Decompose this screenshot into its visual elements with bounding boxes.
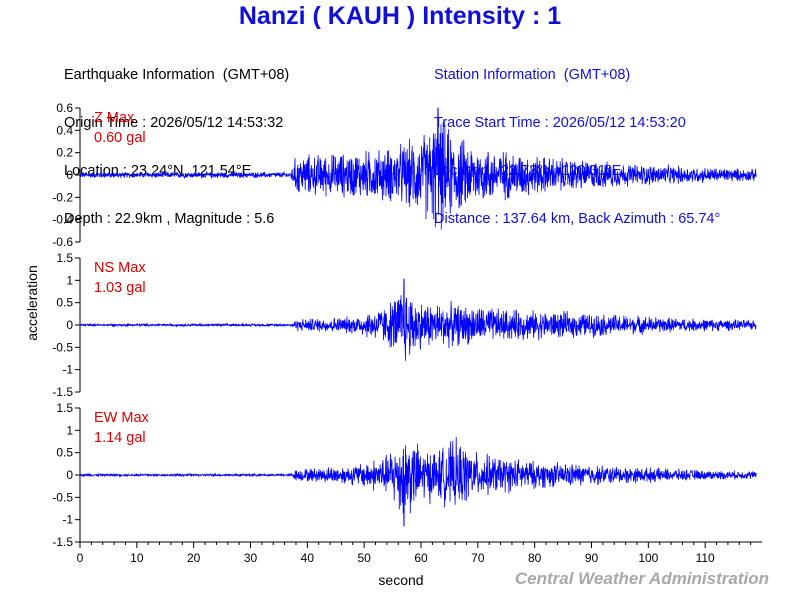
max-label-ns: NS Max: [94, 260, 146, 276]
max-label-ew: EW Max: [94, 410, 150, 426]
x-axis-label: second: [378, 572, 423, 588]
y-tick-label-z: 0: [66, 168, 73, 182]
y-tick-label-ns: -1.5: [52, 385, 73, 399]
x-tick-label: 20: [187, 551, 201, 565]
x-tick-label: 0: [77, 551, 84, 565]
x-tick-label: 100: [638, 551, 658, 565]
max-value-z: 0.60 gal: [94, 130, 146, 146]
x-tick-label: 60: [414, 551, 428, 565]
y-tick-label-ns: 1.5: [56, 251, 73, 265]
y-tick-label-ew: 0.5: [56, 446, 73, 460]
x-tick-label: 30: [244, 551, 258, 565]
earthquake-info-heading: Earthquake Information (GMT+08): [64, 67, 290, 83]
x-tick-label: 10: [130, 551, 144, 565]
x-tick-label: 110: [696, 551, 715, 565]
y-tick-label-ns: -1: [62, 363, 73, 377]
y-tick-label-ew: 1: [66, 423, 73, 437]
y-tick-label-ns: 0: [66, 318, 73, 332]
y-tick-label-z: -0.4: [52, 213, 73, 227]
trace-line-ns: [79, 278, 757, 361]
y-axis-label: acceleration: [24, 265, 40, 341]
y-tick-label-z: 0.6: [56, 101, 73, 115]
distance-azimuth: Distance : 137.64 km, Back Azimuth : 65.…: [434, 211, 721, 227]
trace-start-time: Trace Start Time : 2026/05/12 14:53:20: [434, 115, 686, 131]
x-tick-label: 40: [301, 551, 315, 565]
y-tick-label-ns: 0.5: [56, 296, 73, 310]
trace-line-ew: [79, 436, 757, 527]
y-tick-label-ns: 1: [66, 273, 73, 287]
x-tick-label: 50: [357, 551, 371, 565]
y-tick-label-ns: -0.5: [52, 340, 73, 354]
station-info-heading: Station Information (GMT+08): [434, 67, 631, 83]
y-tick-label-z: -0.2: [52, 190, 73, 204]
y-tick-label-z: -0.6: [52, 235, 73, 249]
x-tick-label: 80: [528, 551, 542, 565]
max-value-ew: 1.14 gal: [94, 430, 146, 446]
depth-magnitude: Depth : 22.9km , Magnitude : 5.6: [64, 211, 275, 227]
y-tick-label-ew: -1.5: [52, 535, 73, 549]
y-tick-label-z: 0.4: [56, 123, 73, 137]
max-label-z: Z Max: [94, 110, 135, 126]
origin-time: Origin Time : 2026/05/12 14:53:32: [64, 115, 284, 131]
x-tick-label: 90: [585, 551, 599, 565]
y-tick-label-ew: 1.5: [56, 401, 73, 415]
y-tick-label-ew: 0: [66, 468, 73, 482]
y-tick-label-z: 0.2: [56, 146, 73, 160]
y-tick-label-ew: -0.5: [52, 490, 73, 504]
chart-title: Nanzi ( KAUH ) Intensity : 1: [238, 2, 562, 30]
trace-line-z: [79, 107, 757, 230]
y-tick-label-ew: -1: [62, 513, 73, 527]
agency-credit: Central Weather Administration: [514, 569, 769, 588]
x-tick-label: 70: [471, 551, 485, 565]
max-value-ns: 1.03 gal: [94, 280, 146, 296]
